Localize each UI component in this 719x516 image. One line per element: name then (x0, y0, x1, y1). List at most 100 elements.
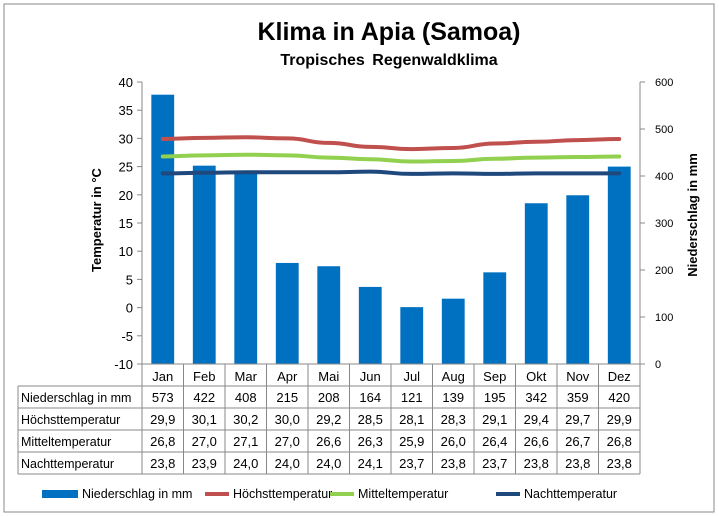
data-label: 29,1 (482, 412, 507, 427)
table-row-label: Mitteltemperatur (21, 435, 111, 449)
data-label: 26,6 (524, 434, 549, 449)
data-label: 215 (276, 390, 298, 405)
data-label: 24,0 (233, 456, 258, 471)
bar-okt (524, 203, 548, 364)
data-label: 23,7 (482, 456, 507, 471)
line-series-3 (160, 169, 622, 176)
y-tick-label-left: 30 (119, 131, 133, 146)
x-tick-label: Dez (608, 369, 631, 384)
y-tick-label-left: 40 (119, 75, 133, 90)
chart-border (3, 3, 715, 513)
y-axis-right-label: Niederschlag in mm (685, 153, 700, 277)
data-label: 420 (608, 390, 630, 405)
y-tick-label-left: 15 (119, 216, 133, 231)
y-axis-left-label: Temperatur in °C (89, 167, 104, 272)
bar-feb (192, 165, 216, 364)
y-tick-label-left: 0 (126, 301, 133, 316)
data-label: 24,0 (275, 456, 300, 471)
data-label: 23,8 (441, 456, 466, 471)
x-tick-label: Aug (442, 369, 465, 384)
data-label: 26,6 (316, 434, 341, 449)
bar-nov (566, 195, 590, 364)
data-label: 27,1 (233, 434, 258, 449)
data-label: 30,2 (233, 412, 258, 427)
data-label: 408 (235, 390, 257, 405)
data-label: 23,8 (150, 456, 175, 471)
x-tick-label: Sep (483, 369, 506, 384)
data-label: 29,7 (565, 412, 590, 427)
legend-entry: Nachttemperatur (524, 487, 617, 501)
y-tick-label-left: 20 (119, 188, 133, 203)
x-tick-label: Okt (526, 369, 547, 384)
data-label: 28,1 (399, 412, 424, 427)
data-label: 26,3 (358, 434, 383, 449)
table-row-label: Niederschlag in mm (21, 391, 131, 405)
data-label: 195 (484, 390, 506, 405)
x-tick-label: Jun (360, 369, 381, 384)
data-label: 28,5 (358, 412, 383, 427)
data-label: 26,7 (565, 434, 590, 449)
data-label: 28,3 (441, 412, 466, 427)
y-tick-label-right: 400 (655, 171, 673, 183)
legend-swatch (42, 490, 78, 498)
chart-title: Klima in Apia (Samoa) (257, 18, 520, 46)
x-tick-label: Jan (152, 369, 173, 384)
data-label: 121 (401, 390, 423, 405)
data-label: 26,4 (482, 434, 507, 449)
data-label: 23,8 (524, 456, 549, 471)
data-label: 23,7 (399, 456, 424, 471)
legend-entry: Höchsttemperatur (233, 487, 332, 501)
data-label: 359 (567, 390, 589, 405)
data-label: 422 (193, 390, 215, 405)
line-series-2 (160, 152, 622, 164)
data-label: 29,9 (150, 412, 175, 427)
x-tick-label: Mar (235, 369, 258, 384)
y-tick-label-right: 500 (655, 124, 673, 136)
table-row-label: Höchsttemperatur (21, 413, 120, 427)
y-tick-label-left: 10 (119, 244, 133, 259)
x-tick-label: Apr (277, 369, 298, 384)
data-label: 26,8 (607, 434, 632, 449)
y-tick-label-right: 0 (655, 359, 661, 371)
bar-sep (483, 272, 507, 364)
bar-apr (275, 262, 299, 364)
data-label: 208 (318, 390, 340, 405)
x-tick-label: Jul (403, 369, 420, 384)
data-label: 24,1 (358, 456, 383, 471)
data-label: 24,0 (316, 456, 341, 471)
data-label: 26,8 (150, 434, 175, 449)
data-label: 23,9 (192, 456, 217, 471)
y-tick-label-left: 25 (119, 160, 133, 175)
data-label: 573 (152, 390, 174, 405)
y-tick-label-right: 100 (655, 312, 673, 324)
data-label: 139 (442, 390, 464, 405)
data-label: 27,0 (192, 434, 217, 449)
bar-jun (358, 286, 382, 364)
data-label: 23,8 (565, 456, 590, 471)
data-label: 342 (525, 390, 547, 405)
data-label: 164 (359, 390, 381, 405)
x-tick-label: Feb (193, 369, 215, 384)
bar-mai (317, 266, 341, 364)
line-series-1 (160, 135, 622, 152)
data-label: 29,9 (607, 412, 632, 427)
y-tick-label-left: 35 (119, 103, 133, 118)
y-tick-label-left: 5 (126, 272, 133, 287)
y-tick-label-right: 300 (655, 218, 673, 230)
legend-entry: Niederschlag in mm (82, 487, 192, 501)
bar-dez (607, 166, 631, 364)
data-label: 30,1 (192, 412, 217, 427)
y-tick-label-right: 200 (655, 265, 673, 277)
bar-jul (400, 307, 424, 364)
chart-subtitle: Tropisches Regenwaldklima (280, 52, 497, 69)
data-label: 29,2 (316, 412, 341, 427)
data-label: 25,9 (399, 434, 424, 449)
y-tick-label-left: -10 (114, 357, 133, 372)
data-label: 27,0 (275, 434, 300, 449)
data-label: 23,8 (607, 456, 632, 471)
x-tick-label: Mai (318, 369, 339, 384)
data-label: 30,0 (275, 412, 300, 427)
bar-mar (234, 172, 258, 364)
bar-jan (151, 94, 175, 364)
